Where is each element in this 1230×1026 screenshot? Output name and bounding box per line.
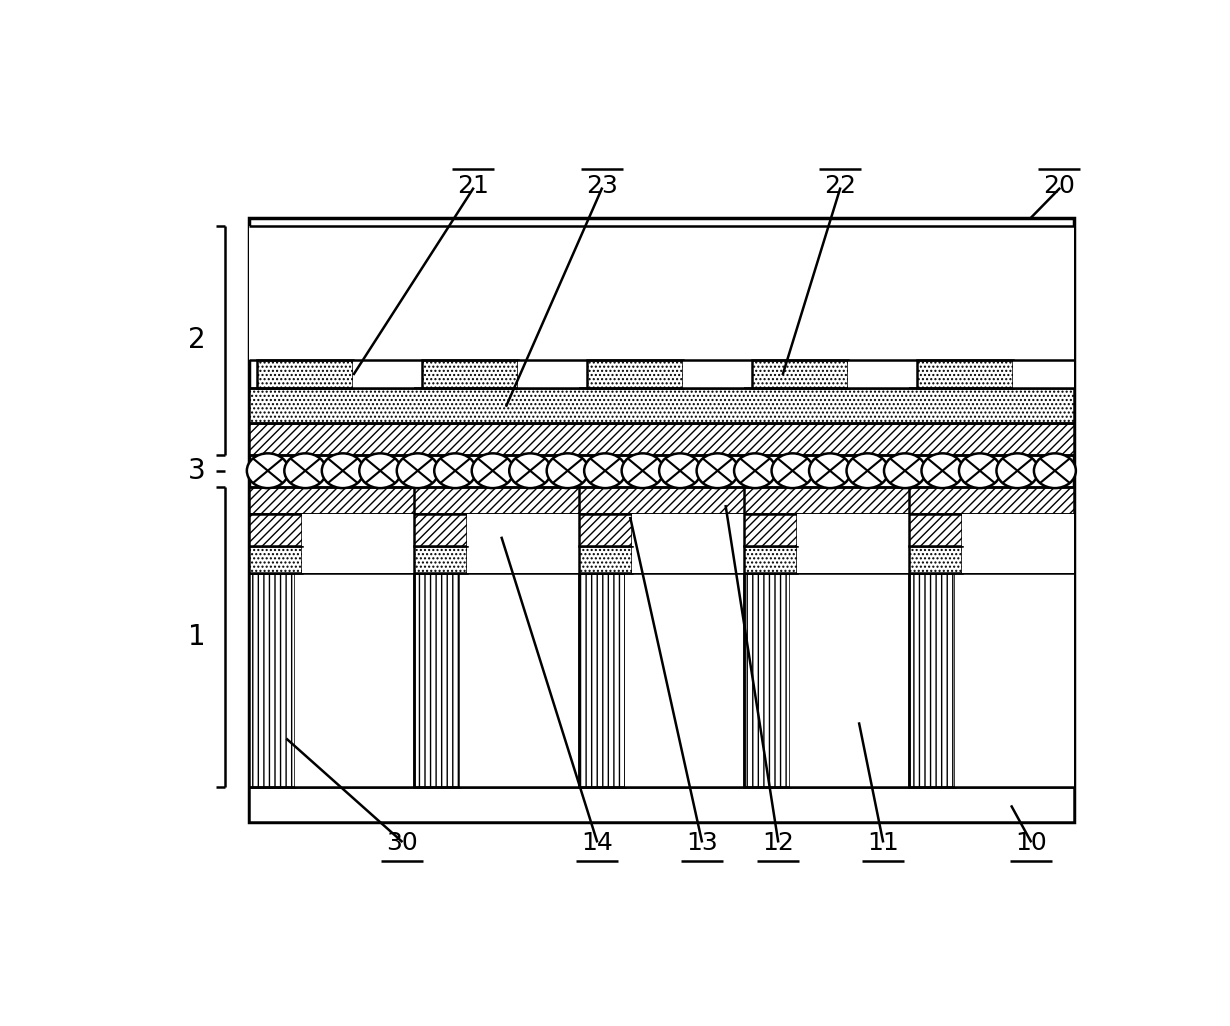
Circle shape [322,453,364,488]
Bar [303,546,415,574]
Bar [415,546,467,574]
Circle shape [659,453,701,488]
Bar [579,574,625,787]
Circle shape [284,453,326,488]
Text: 1: 1 [188,623,205,650]
Bar [790,574,909,787]
Bar [248,486,1074,514]
Text: 20: 20 [1043,174,1075,198]
Circle shape [959,453,1001,488]
Circle shape [1034,453,1076,488]
Circle shape [621,453,664,488]
Bar [752,360,847,388]
Bar [587,360,683,388]
Text: 22: 22 [824,174,856,198]
Circle shape [884,453,926,488]
Circle shape [509,453,551,488]
Circle shape [434,453,476,488]
Bar [744,574,790,787]
Bar [415,574,460,787]
Bar [962,514,1074,546]
Text: 23: 23 [585,174,617,198]
Bar [248,574,295,787]
Bar [518,360,579,388]
Bar [909,514,962,546]
Circle shape [771,453,813,488]
Bar [248,787,1074,822]
Bar [422,360,518,388]
Bar [303,514,415,546]
Circle shape [584,453,626,488]
Bar [632,514,744,546]
Text: 13: 13 [686,831,718,856]
Bar [744,514,797,546]
Bar [467,514,579,546]
Circle shape [846,453,888,488]
Circle shape [546,453,589,488]
Bar [954,574,1074,787]
Bar [579,546,632,574]
Bar [744,546,797,574]
Bar [248,546,303,574]
Bar [295,574,415,787]
Bar [579,514,632,546]
Text: 2: 2 [188,326,205,354]
Bar [797,514,909,546]
Text: 14: 14 [581,831,613,856]
Bar [467,546,579,574]
Circle shape [921,453,963,488]
Circle shape [809,453,851,488]
Text: 3: 3 [188,457,205,484]
Bar [797,546,909,574]
Bar [248,226,1074,360]
Circle shape [397,453,439,488]
Bar [353,360,415,388]
Bar [415,514,467,546]
Bar [248,388,1074,424]
Text: 10: 10 [1015,831,1047,856]
Bar [625,574,744,787]
Bar [962,546,1074,574]
Bar [1012,360,1074,388]
Bar [248,218,1074,822]
Text: 11: 11 [867,831,899,856]
Bar [248,424,1074,455]
Circle shape [696,453,738,488]
Bar [632,546,744,574]
Bar [257,360,353,388]
Bar [248,514,303,546]
Text: 12: 12 [763,831,795,856]
Text: 21: 21 [458,174,490,198]
Bar [847,360,909,388]
Bar [683,360,744,388]
Bar [909,546,962,574]
Circle shape [996,453,1038,488]
Text: 30: 30 [386,831,417,856]
Circle shape [734,453,776,488]
Bar [460,574,579,787]
Circle shape [359,453,401,488]
Circle shape [472,453,514,488]
Circle shape [247,453,289,488]
Bar [918,360,1012,388]
Bar [909,574,954,787]
